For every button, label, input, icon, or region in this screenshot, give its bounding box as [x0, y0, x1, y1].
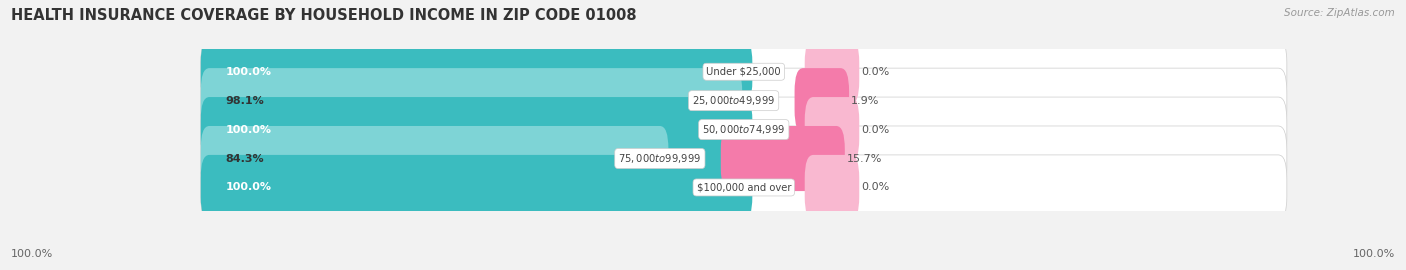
FancyBboxPatch shape [201, 126, 1286, 191]
FancyBboxPatch shape [201, 39, 752, 104]
FancyBboxPatch shape [201, 68, 1286, 133]
FancyBboxPatch shape [804, 39, 859, 104]
Text: 0.0%: 0.0% [862, 124, 890, 135]
Text: 84.3%: 84.3% [225, 154, 264, 164]
Text: 0.0%: 0.0% [862, 67, 890, 77]
Text: Under $25,000: Under $25,000 [706, 67, 782, 77]
Text: 0.0%: 0.0% [862, 183, 890, 193]
FancyBboxPatch shape [804, 97, 859, 162]
FancyBboxPatch shape [201, 155, 1286, 220]
Text: $100,000 and over: $100,000 and over [696, 183, 792, 193]
Text: $25,000 to $49,999: $25,000 to $49,999 [692, 94, 775, 107]
FancyBboxPatch shape [804, 155, 859, 220]
FancyBboxPatch shape [201, 68, 742, 133]
Text: HEALTH INSURANCE COVERAGE BY HOUSEHOLD INCOME IN ZIP CODE 01008: HEALTH INSURANCE COVERAGE BY HOUSEHOLD I… [11, 8, 637, 23]
Text: 100.0%: 100.0% [225, 183, 271, 193]
FancyBboxPatch shape [201, 126, 668, 191]
FancyBboxPatch shape [794, 68, 849, 133]
Text: 100.0%: 100.0% [11, 249, 53, 259]
FancyBboxPatch shape [201, 39, 1286, 104]
Text: 100.0%: 100.0% [1353, 249, 1395, 259]
Text: 1.9%: 1.9% [851, 96, 880, 106]
Text: 100.0%: 100.0% [225, 67, 271, 77]
Text: $50,000 to $74,999: $50,000 to $74,999 [702, 123, 786, 136]
FancyBboxPatch shape [201, 97, 1286, 162]
Text: $75,000 to $99,999: $75,000 to $99,999 [619, 152, 702, 165]
Text: 98.1%: 98.1% [225, 96, 264, 106]
FancyBboxPatch shape [201, 97, 752, 162]
FancyBboxPatch shape [721, 126, 845, 191]
Text: Source: ZipAtlas.com: Source: ZipAtlas.com [1284, 8, 1395, 18]
FancyBboxPatch shape [201, 155, 752, 220]
Text: 15.7%: 15.7% [846, 154, 883, 164]
Text: 100.0%: 100.0% [225, 124, 271, 135]
